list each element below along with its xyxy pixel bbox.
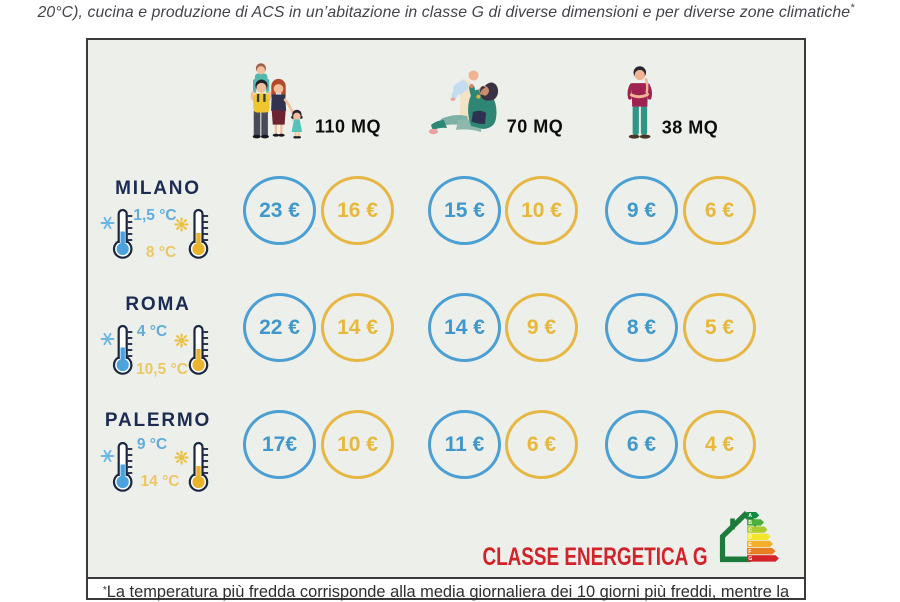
svg-text:D: D [748,535,752,541]
svg-text:A: A [748,513,752,519]
svg-text:F: F [748,549,751,555]
svg-text:E: E [748,542,752,548]
svg-text:C: C [748,527,752,533]
svg-text:B: B [748,520,752,526]
svg-text:G: G [748,556,752,562]
